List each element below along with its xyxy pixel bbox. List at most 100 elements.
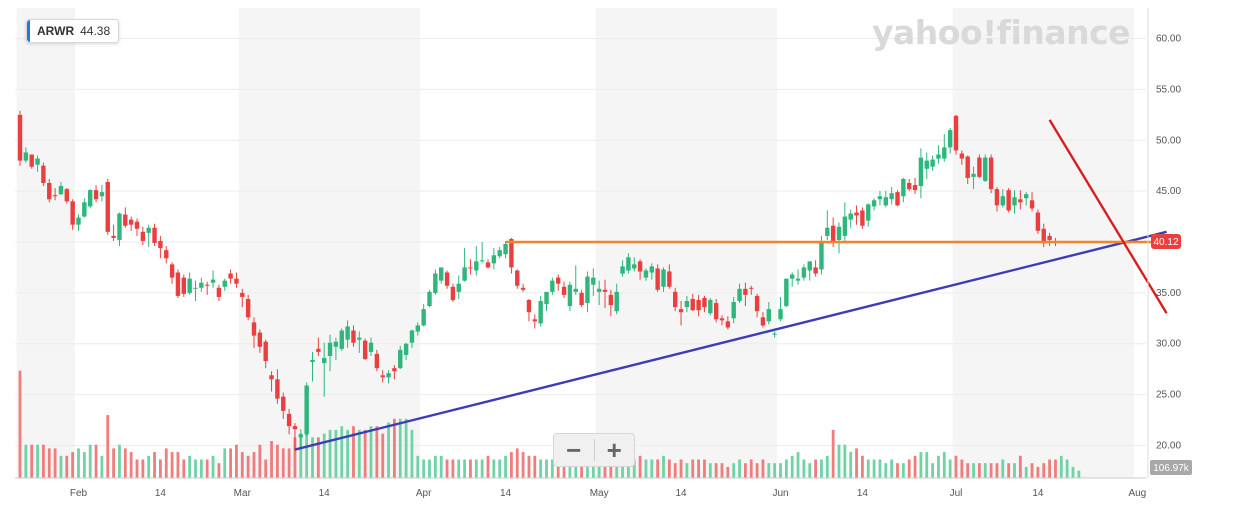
candle-body [257, 332, 263, 347]
zoom-in-button[interactable]: + [606, 434, 622, 465]
candle-body [462, 267, 467, 281]
volume-bar [942, 452, 946, 478]
ticker-badge[interactable]: ARWR 44.38 [26, 19, 120, 43]
candle-body [719, 318, 725, 321]
volume-bar [439, 455, 443, 478]
volume-bar [556, 459, 560, 478]
candle-body [596, 288, 602, 292]
candle-body [708, 299, 713, 314]
candle-body [398, 349, 403, 369]
volume-bar [217, 463, 221, 478]
candle-body [479, 260, 485, 262]
candle-body [23, 152, 29, 161]
candle-body [778, 309, 783, 320]
y-tick-label: 35.00 [1156, 288, 1181, 299]
candle-body [362, 340, 368, 359]
candle-body [813, 267, 818, 274]
candle-body [298, 434, 303, 438]
candle-body [216, 287, 222, 297]
candle-body [901, 178, 906, 197]
candle-body [848, 213, 853, 220]
candle-body [333, 341, 339, 347]
candle-body [210, 279, 216, 283]
volume-bar [457, 459, 461, 478]
volume-bar [966, 463, 970, 478]
candle-body [538, 301, 543, 324]
volume-bar [972, 463, 975, 478]
volume-bar [790, 455, 794, 478]
volume-bar [539, 459, 543, 478]
volume-bar [486, 455, 490, 478]
volume-bar [1001, 459, 1005, 478]
volume-bar [638, 455, 642, 478]
candle-body [1012, 197, 1017, 206]
volume-bar [808, 463, 812, 478]
candle-body [251, 322, 257, 336]
candle-body [643, 270, 649, 278]
volume-bar [995, 463, 999, 478]
volume-bar [820, 459, 823, 478]
candle-body [772, 333, 777, 335]
last-price-label: 40.12 [1153, 237, 1178, 248]
x-tick-label: 14 [675, 488, 687, 499]
candle-body [152, 227, 157, 244]
zoom-out-button[interactable]: − [566, 434, 582, 465]
candle-body [1041, 228, 1046, 241]
volume-bar [322, 433, 326, 478]
candle-body [690, 298, 695, 311]
x-tick-label: 14 [1032, 488, 1044, 499]
candle-body [292, 426, 298, 430]
candle-body [269, 375, 274, 380]
candle-body [281, 396, 286, 411]
volume-bar [246, 455, 250, 478]
x-tick-label: 14 [155, 488, 167, 499]
volume-bar [732, 463, 736, 478]
volume-bar [744, 463, 747, 478]
volume-bar [644, 459, 648, 478]
candle-body [421, 309, 426, 326]
volume-bar [861, 455, 864, 478]
candle-body [918, 157, 924, 187]
candle-body [983, 157, 988, 181]
volume-bar [749, 459, 753, 478]
candle-body [877, 196, 883, 200]
candle-body [702, 297, 707, 308]
candle-body [29, 154, 34, 167]
x-tick-label: 14 [500, 488, 512, 499]
candle-body [731, 302, 736, 319]
candle-body [70, 201, 75, 225]
volume-bar [159, 459, 162, 478]
volume-bars [18, 370, 1081, 478]
volume-bar [1007, 463, 1011, 478]
candle-body [497, 250, 502, 257]
candle-body [199, 282, 204, 288]
x-tick-label: 14 [857, 488, 869, 499]
candle-body [819, 240, 824, 270]
candle-body [111, 235, 116, 238]
candle-body [339, 330, 344, 349]
candle-body [801, 267, 807, 278]
candle-body [474, 261, 479, 271]
volume-bar [726, 466, 730, 478]
trendlines [294, 119, 1168, 451]
candle-body [655, 268, 660, 290]
candle-body [439, 267, 444, 281]
volume-bar [872, 459, 876, 478]
volume-bar [223, 448, 227, 478]
volume-bar [960, 459, 964, 478]
y-tick-label: 45.00 [1156, 186, 1181, 197]
volume-bar [673, 463, 677, 478]
candle-body [1018, 199, 1023, 203]
volume-bar [855, 448, 858, 478]
volume-bar [451, 459, 455, 478]
candle-body [427, 291, 432, 307]
candle-body [140, 231, 146, 241]
candle-body [678, 309, 684, 313]
volume-bar [983, 463, 987, 478]
y-tick-label: 55.00 [1156, 84, 1181, 95]
volume-bar [989, 463, 993, 478]
volume-bar [866, 459, 870, 478]
volume-bar [229, 448, 232, 478]
